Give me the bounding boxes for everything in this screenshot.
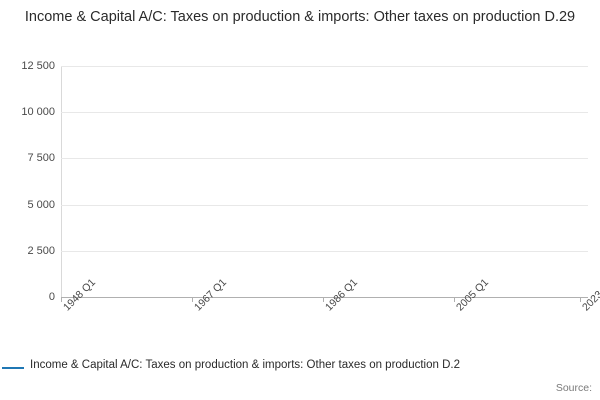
- x-tick-mark-2023q2: [580, 297, 581, 302]
- gridline-5000: [61, 204, 588, 206]
- y-tick-label-10000: 10 000: [21, 106, 55, 119]
- y-axis-line: [61, 66, 62, 297]
- y-tick-label-5000: 5 000: [27, 198, 55, 211]
- x-tick-mark-1948q1: [61, 297, 62, 302]
- y-tick-label-2500: 2 500: [27, 244, 55, 257]
- x-tick-mark-2005q1: [454, 297, 455, 302]
- plot-area: [61, 66, 588, 297]
- x-tick-mark-1986q1: [323, 297, 324, 302]
- y-tick-label-12500: 12 500: [21, 60, 55, 72]
- chart-legend: Income & Capital A/C: Taxes on productio…: [0, 358, 600, 378]
- x-axis-line: [61, 297, 588, 298]
- gridline-10000: [61, 112, 588, 114]
- gridline-7500: [61, 158, 588, 160]
- source-label: Source:: [555, 382, 592, 394]
- gridline-12500: [61, 66, 588, 67]
- y-tick-label-7500: 7 500: [27, 152, 55, 165]
- chart-title: Income & Capital A/C: Taxes on productio…: [24, 9, 576, 25]
- x-tick-mark-1967q1: [192, 297, 193, 302]
- legend-label-taxes-on-production: Income & Capital A/C: Taxes on productio…: [30, 359, 460, 371]
- legend-swatch-taxes-on-production: [2, 367, 24, 369]
- y-tick-label-0: 0: [48, 291, 55, 303]
- gridline-2500: [61, 250, 588, 252]
- series-line-taxes-on-production: [61, 66, 588, 297]
